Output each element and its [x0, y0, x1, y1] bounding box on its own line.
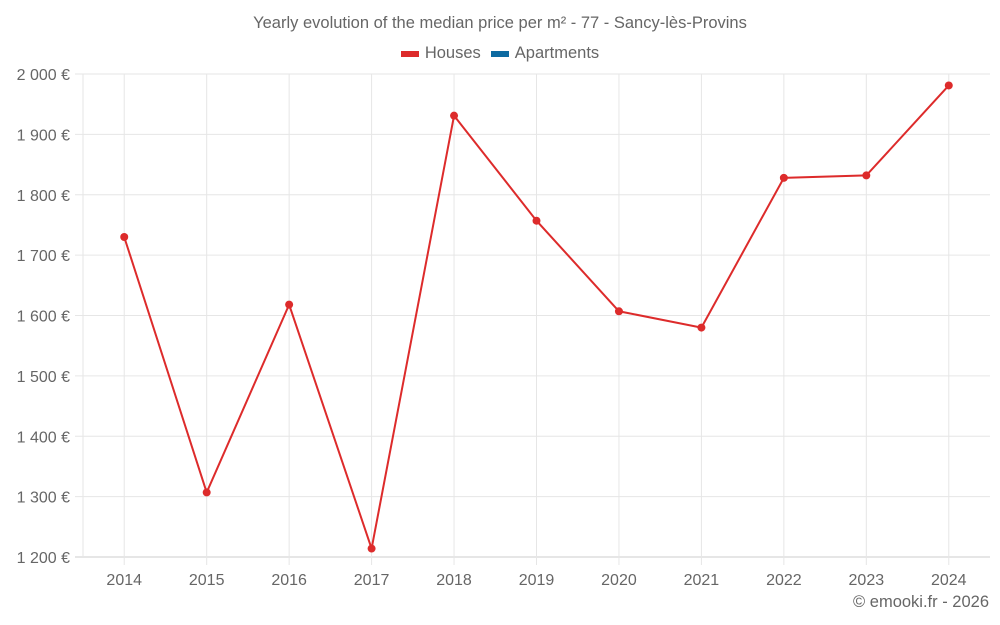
- data-point-marker: [614, 307, 623, 316]
- data-point-marker: [779, 173, 788, 182]
- x-tick-label: 2016: [271, 572, 307, 589]
- data-point-marker: [450, 111, 459, 120]
- data-point-marker: [862, 171, 871, 180]
- y-tick-label: 1 900 €: [17, 127, 70, 144]
- y-tick-label: 1 800 €: [17, 188, 70, 205]
- y-tick-label: 1 400 €: [17, 429, 70, 446]
- x-tick-label: 2014: [106, 572, 142, 589]
- y-tick-label: 1 300 €: [17, 490, 70, 507]
- x-tick-label: 2020: [601, 572, 637, 589]
- legend-item-apartments[interactable]: Apartments: [490, 44, 600, 63]
- data-point-marker: [367, 544, 376, 553]
- legend-label-houses: Houses: [424, 44, 481, 62]
- chart-legend: Houses Apartments: [0, 44, 1000, 63]
- x-tick-label: 2018: [436, 572, 472, 589]
- y-tick-label: 2 000 €: [17, 67, 70, 84]
- copyright-credit: © emooki.fr - 2026: [853, 593, 989, 611]
- data-point-marker: [120, 233, 129, 242]
- legend-item-houses[interactable]: Houses: [400, 44, 481, 63]
- data-point-marker: [532, 216, 541, 225]
- chart-title: Yearly evolution of the median price per…: [253, 14, 747, 32]
- x-tick-label: 2023: [849, 572, 885, 589]
- y-tick-label: 1 200 €: [17, 550, 70, 567]
- legend-label-apartments: Apartments: [514, 44, 600, 62]
- houses-swatch-icon: [400, 50, 419, 57]
- data-point-marker: [202, 488, 211, 497]
- y-tick-label: 1 500 €: [17, 369, 70, 386]
- x-tick-label: 2017: [354, 572, 390, 589]
- x-tick-label: 2019: [519, 572, 555, 589]
- x-tick-label: 2022: [766, 572, 802, 589]
- x-tick-label: 2015: [189, 572, 225, 589]
- apartments-swatch-icon: [490, 50, 509, 57]
- x-tick-label: 2024: [931, 572, 967, 589]
- data-point-marker: [697, 323, 706, 332]
- data-point-marker: [285, 300, 294, 309]
- y-tick-label: 1 600 €: [17, 309, 70, 326]
- data-point-marker: [944, 81, 953, 90]
- y-tick-label: 1 700 €: [17, 248, 70, 265]
- x-tick-label: 2021: [684, 572, 720, 589]
